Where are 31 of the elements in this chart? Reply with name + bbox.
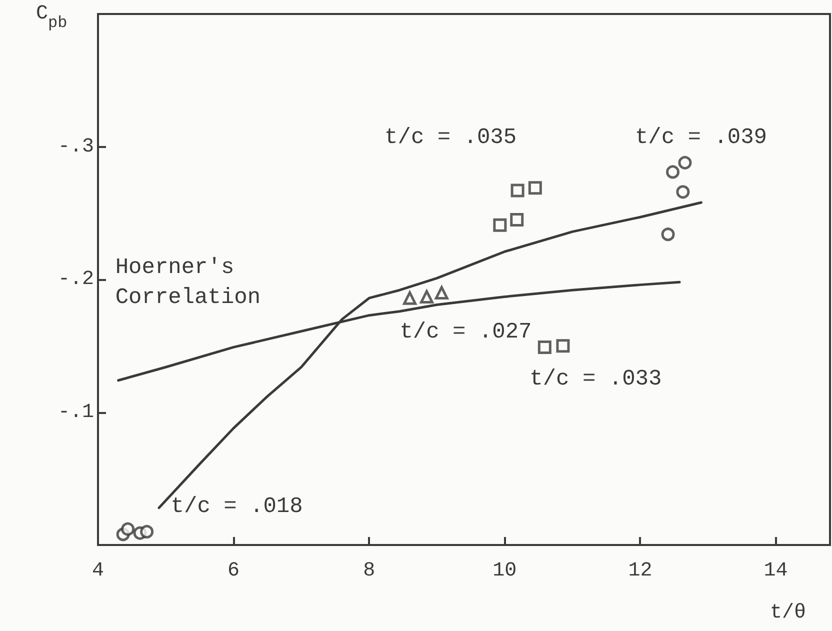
annotation: t/c = .027 xyxy=(400,319,532,344)
point xyxy=(538,340,552,354)
point xyxy=(420,290,434,304)
x-tick-label: 6 xyxy=(228,560,240,582)
y-tick-label: -.2 xyxy=(58,268,94,291)
point xyxy=(510,184,524,198)
point xyxy=(140,524,154,538)
annotation: t/c = .018 xyxy=(170,494,303,520)
x-tick-label: 10 xyxy=(492,560,517,582)
y-tick-label: -.3 xyxy=(58,135,94,158)
x-tick-label: 8 xyxy=(363,560,376,582)
y-tick-label: -.1 xyxy=(58,400,94,424)
x-tick-label: 12 xyxy=(628,560,652,582)
point xyxy=(493,218,507,232)
x-axis-title: t/θ xyxy=(770,602,806,624)
point xyxy=(676,185,690,199)
point xyxy=(666,165,680,179)
point xyxy=(434,286,448,300)
x-tick-label: 4 xyxy=(92,560,104,582)
annotation: t/c = .035 xyxy=(384,125,517,150)
point xyxy=(661,228,675,242)
point xyxy=(510,213,524,227)
annotation: t/c = .033 xyxy=(530,366,662,392)
point xyxy=(556,339,570,353)
x-tick-label: 14 xyxy=(764,560,788,582)
point xyxy=(528,181,542,195)
annotation: Hoerner's Correlation xyxy=(115,254,261,310)
point xyxy=(121,522,135,536)
annotation: t/c = .039 xyxy=(634,125,767,150)
point xyxy=(403,291,417,305)
point xyxy=(678,156,692,170)
